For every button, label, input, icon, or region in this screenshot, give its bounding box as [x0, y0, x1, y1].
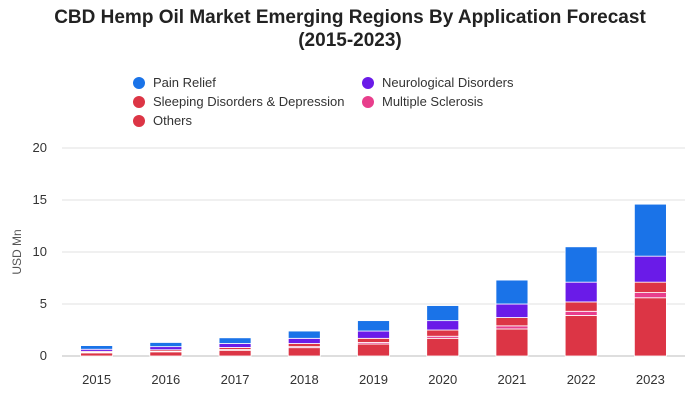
legend-label: Multiple Sclerosis [382, 94, 484, 109]
legend-item-sleeping-disorders: Sleeping Disorders & Depression [133, 94, 344, 109]
x-tick-label: 2022 [567, 372, 596, 387]
bar-segment [149, 342, 183, 348]
legend-dot-icon [133, 95, 145, 108]
x-tick-label: 2019 [359, 372, 388, 387]
bar-segment [426, 305, 460, 322]
legend-item-others: Others [133, 113, 192, 128]
legend-label: Pain Relief [153, 75, 216, 90]
bar-segment [633, 203, 667, 257]
bar-segment [218, 349, 252, 357]
bar-segment [633, 281, 667, 293]
legend-dot-icon [133, 76, 145, 89]
bar-segment [495, 279, 529, 305]
bar-segment [218, 343, 252, 348]
x-tick-label: 2015 [82, 372, 111, 387]
bar-segment [564, 281, 598, 303]
bar-segment [564, 301, 598, 312]
y-tick-label: 10 [33, 244, 47, 259]
bar-segment [357, 343, 390, 357]
chart-title-line2: (2015-2023) [298, 30, 402, 51]
y-tick-label: 20 [33, 140, 47, 155]
bar-segment [80, 352, 114, 357]
bar-segment [633, 255, 667, 283]
bar-segment [218, 337, 252, 344]
bar-segment [149, 351, 183, 357]
bar-segment [426, 337, 460, 357]
bar-segment [564, 315, 598, 357]
bar-segment [633, 297, 667, 357]
chart-title-line1: CBD Hemp Oil Market Emerging Regions By … [54, 7, 646, 28]
legend-label: Neurological Disorders [382, 75, 514, 90]
bar-segment [287, 347, 321, 357]
legend-label: Others [153, 113, 193, 128]
bar-segment [426, 329, 460, 337]
x-tick-label: 2016 [151, 372, 180, 387]
bar-segment [495, 328, 529, 357]
x-tick-label: 2018 [290, 372, 319, 387]
x-tick-label: 2023 [636, 372, 665, 387]
bar-segment [495, 303, 529, 318]
bar-segment [149, 346, 183, 351]
bar-segment [287, 343, 321, 348]
bar-segment [426, 320, 460, 331]
bar-segment [495, 317, 529, 327]
x-tick-label: 2021 [497, 372, 526, 387]
legend-item-pain-relief: Pain Relief [133, 75, 216, 90]
y-tick-label: 5 [40, 296, 47, 311]
legend-item-multiple-sclerosis: Multiple Sclerosis [362, 94, 483, 109]
bar-segment [357, 337, 390, 343]
legend-item-neurological-disorders: Neurological Disorders [362, 75, 514, 90]
legend-dot-icon [362, 95, 374, 108]
bar-segment [357, 320, 390, 332]
bar-segment [564, 246, 598, 283]
legend-dot-icon [362, 76, 374, 89]
y-tick-label: 15 [33, 192, 47, 207]
bar-segment [287, 330, 321, 339]
bar-segment [633, 292, 667, 299]
x-tick-label: 2017 [221, 372, 250, 387]
legend-label: Sleeping Disorders & Depression [153, 94, 345, 109]
chart-legend: Pain Relief Neurological Disorders Sleep… [0, 0, 700, 140]
legend-dot-icon [133, 114, 145, 127]
bar-segment [495, 325, 529, 330]
y-tick-label: 0 [40, 348, 47, 363]
y-axis-label: USD Mn [10, 229, 24, 274]
x-tick-label: 2020 [428, 372, 457, 387]
bar-segment [357, 330, 390, 339]
bar-segment [564, 310, 598, 316]
chart-title: CBD Hemp Oil Market Emerging Regions By … [0, 6, 700, 52]
bar-segment [287, 337, 321, 344]
bar-segment [80, 345, 114, 350]
